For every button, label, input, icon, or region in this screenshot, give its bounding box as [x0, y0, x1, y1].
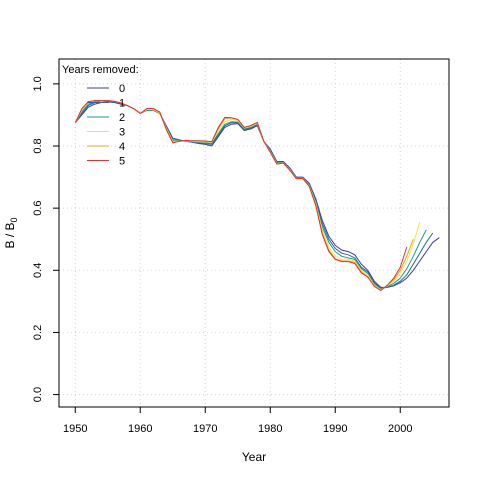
- series-line-5: [74, 100, 408, 291]
- legend-label-2: 2: [119, 112, 125, 124]
- y-axis-title: B / B0: [3, 217, 19, 248]
- series-lines: [74, 100, 440, 291]
- legend-label-5: 5: [119, 156, 125, 168]
- legend-title: Years removed:: [62, 64, 139, 76]
- y-tick-label: 0.8: [32, 138, 44, 153]
- legend-label-3: 3: [119, 127, 125, 139]
- plot-frame: [58, 58, 450, 408]
- y-tick-label: 0.6: [32, 200, 44, 215]
- legend: Years removed: 0 1 2 3 4 5: [62, 64, 139, 168]
- legend-label-0: 0: [119, 83, 125, 95]
- legend-label-1: 1: [119, 98, 125, 110]
- x-tick-label: 1960: [128, 423, 152, 435]
- y-tick-label: 0.2: [32, 325, 44, 340]
- x-tick-label: 1970: [193, 423, 217, 435]
- x-axis-title: Year: [242, 450, 266, 464]
- y-axis: 0.0 0.2 0.4 0.6 0.8 1.0: [32, 76, 59, 402]
- x-tick-label: 2000: [388, 423, 412, 435]
- x-tick-label: 1980: [258, 423, 282, 435]
- x-tick-label: 1950: [63, 423, 87, 435]
- legend-label-4: 4: [119, 141, 125, 153]
- y-tick-label: 0.4: [32, 263, 44, 278]
- y-tick-label: 0.0: [32, 387, 44, 402]
- y-axis-title-subscript: 0: [9, 217, 19, 222]
- x-tick-label: 1990: [323, 423, 347, 435]
- x-axis: 1950 1960 1970 1980 1990 2000: [63, 407, 412, 435]
- y-axis-title-main: B / B: [3, 223, 17, 249]
- grid-lines: [59, 59, 449, 407]
- y-tick-label: 1.0: [32, 76, 44, 91]
